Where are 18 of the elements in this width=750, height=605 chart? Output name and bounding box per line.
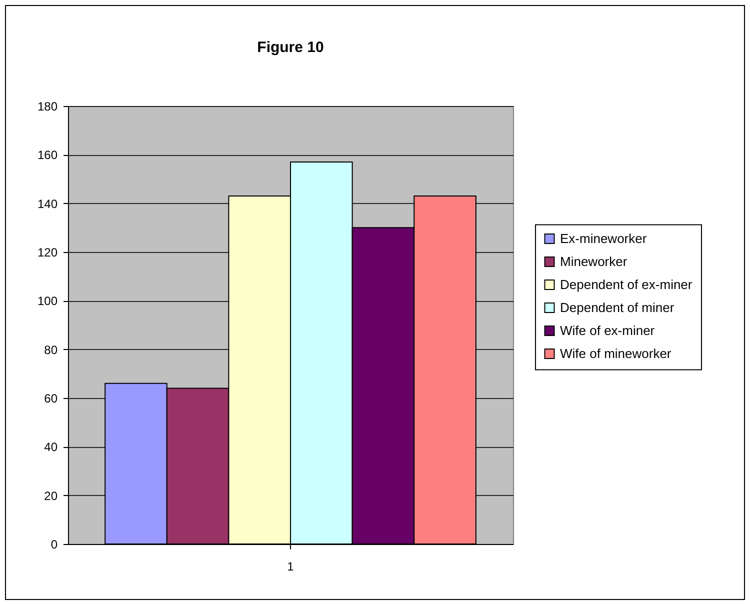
legend-label: Wife of ex-miner <box>560 322 656 338</box>
chart-title: Figure 10 <box>257 39 324 56</box>
y-tick-label: 120 <box>37 246 58 260</box>
y-tick-label: 20 <box>44 488 58 503</box>
y-tick-label: 180 <box>37 100 58 114</box>
legend-label: Dependent of miner <box>560 300 675 315</box>
y-tick-label: 140 <box>37 196 58 211</box>
y-tick-label: 100 <box>37 294 58 308</box>
y-tick-label: 40 <box>44 440 58 454</box>
legend-label: Wife of mineworker <box>560 346 672 361</box>
y-tick-label: 60 <box>44 392 58 406</box>
y-tick-label: 0 <box>50 538 58 552</box>
legend-label: Ex-mineworker <box>560 230 648 246</box>
legend-label: Mineworker <box>560 254 628 269</box>
y-tick-label: 80 <box>44 342 58 357</box>
legend-label: Dependent of ex-miner <box>560 276 693 292</box>
y-tick-label: 160 <box>37 148 58 162</box>
x-tick-label: 1 <box>287 560 294 574</box>
